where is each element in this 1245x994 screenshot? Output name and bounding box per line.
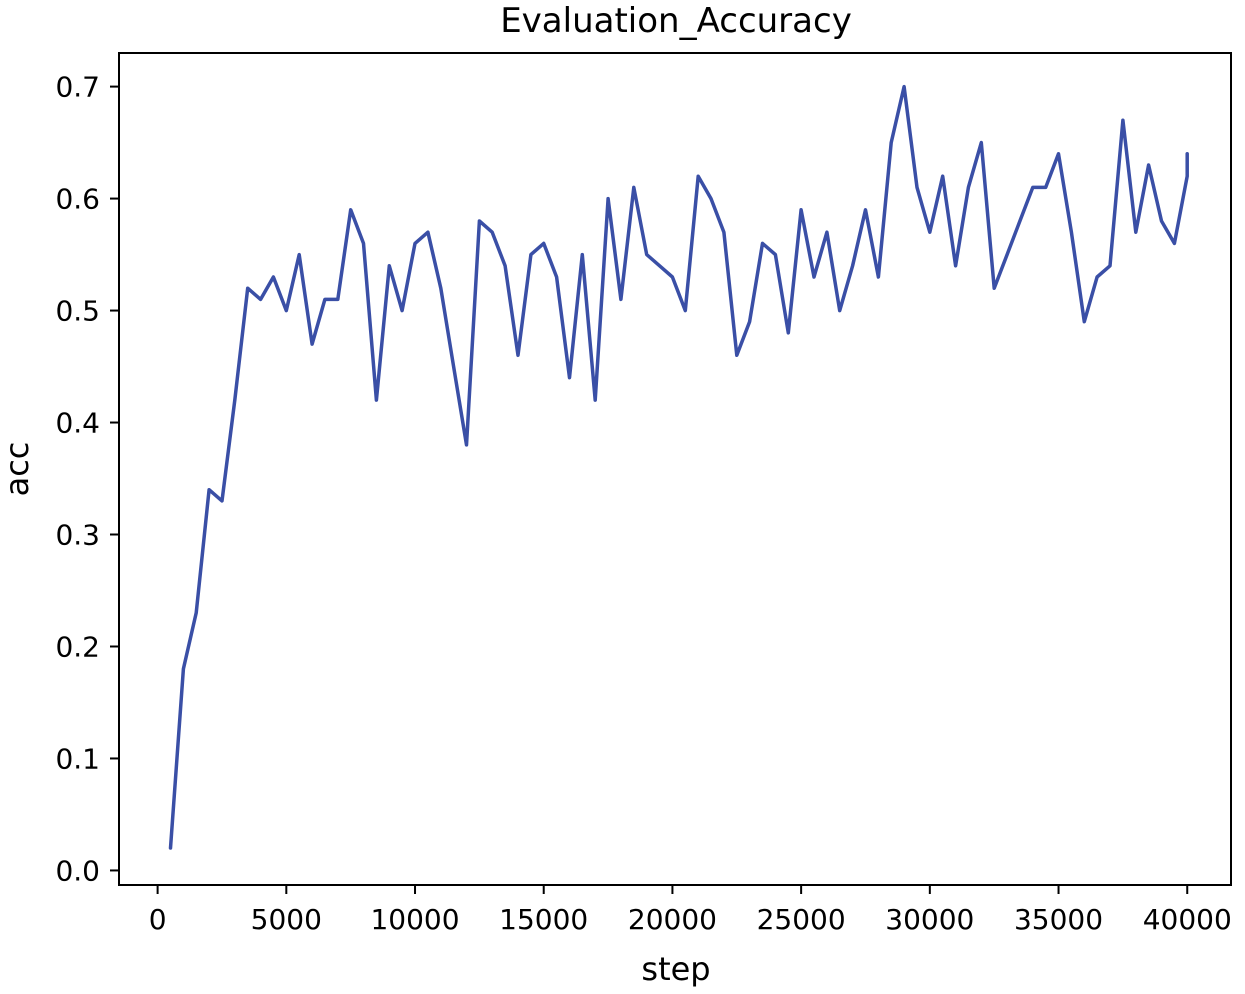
- accuracy-series-line: [168, 84, 1189, 850]
- plot-area: [168, 84, 1189, 850]
- x-tick-label: 40000: [1143, 903, 1232, 936]
- y-tick-label: 0.7: [55, 71, 100, 104]
- chart-title: Evaluation_Accuracy: [500, 1, 852, 41]
- x-tick-label: 20000: [628, 903, 717, 936]
- x-tick-label: 5000: [251, 903, 322, 936]
- y-tick-label: 0.3: [55, 519, 100, 552]
- x-tick-label: 25000: [757, 903, 846, 936]
- y-tick-label: 0.2: [55, 630, 100, 663]
- x-tick-label: 0: [149, 903, 167, 936]
- x-tick-label: 10000: [370, 903, 459, 936]
- x-axis-label: step: [641, 950, 710, 988]
- y-axis: 0.0 0.1 0.2 0.3 0.4 0.5 0.6 0.7: [55, 71, 119, 887]
- x-tick-label: 30000: [885, 903, 974, 936]
- y-tick-label: 0.0: [55, 854, 100, 887]
- y-tick-label: 0.5: [55, 295, 100, 328]
- x-tick-label: 35000: [1014, 903, 1103, 936]
- x-axis: 0 5000 10000 15000 20000 25000 30000 35000 40000: [149, 885, 1232, 936]
- y-tick-label: 0.1: [55, 742, 100, 775]
- plot-frame: [118, 52, 1232, 886]
- y-tick-label: 0.4: [55, 407, 100, 440]
- x-tick-label: 15000: [499, 903, 588, 936]
- y-tick-label: 0.6: [55, 183, 100, 216]
- y-axis-label: acc: [0, 442, 36, 497]
